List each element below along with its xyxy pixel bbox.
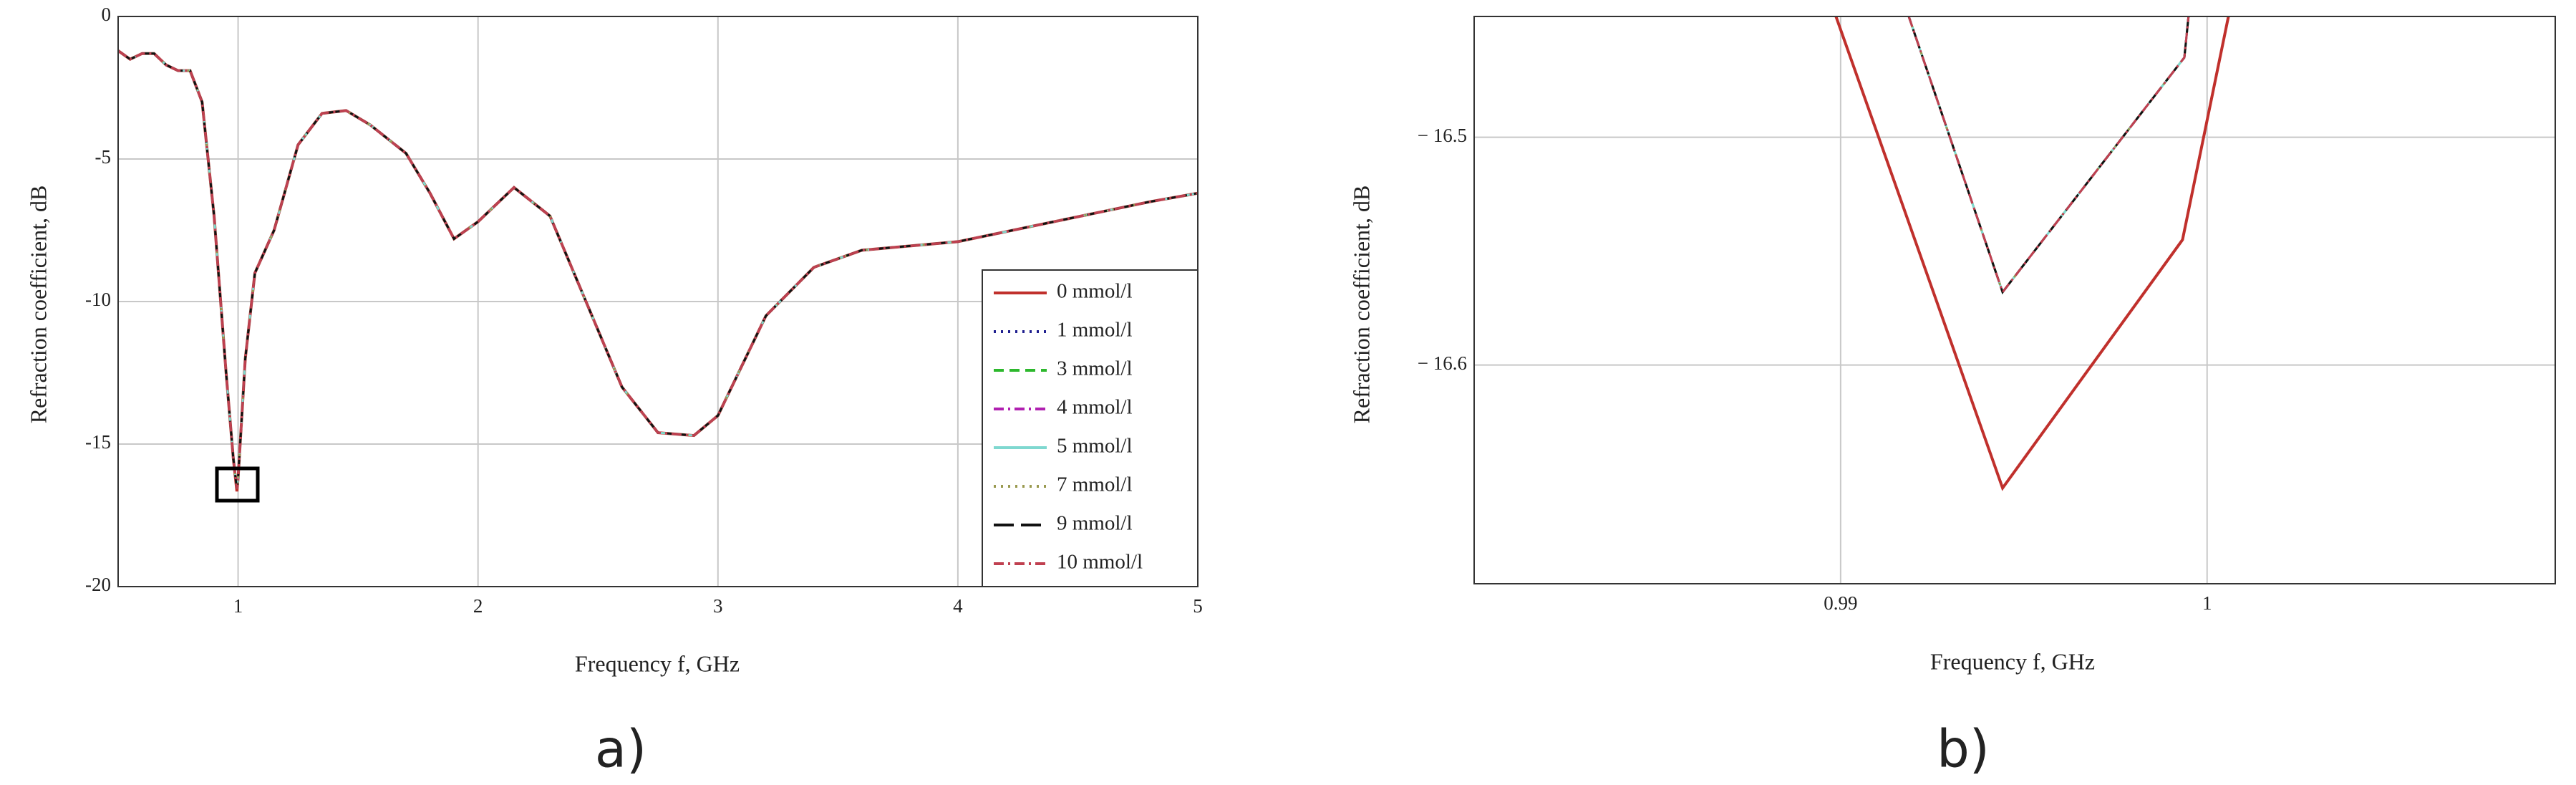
legend-label: 7 mmol/l <box>1057 473 1133 496</box>
y-tick-label: -10 <box>85 289 111 310</box>
series-group <box>118 49 1198 492</box>
zoom-box <box>215 466 260 503</box>
y-tick-label: − 16.5 <box>1418 125 1467 146</box>
caption: a) <box>595 719 647 779</box>
x-tick-label: 2 <box>473 595 483 617</box>
line <box>1907 16 2190 294</box>
x-tick-label: 0.99 <box>1824 592 1857 614</box>
legend-label: 10 mmol/l <box>1057 551 1143 574</box>
x-tick-label: 4 <box>953 595 963 617</box>
caption: b) <box>1937 719 1990 779</box>
y-tick-label: -5 <box>95 146 112 168</box>
x-tick-label: 1 <box>233 595 243 617</box>
y-axis-label: Refraction coefficient, dB <box>25 186 51 424</box>
legend-label: 9 mmol/l <box>1057 512 1133 535</box>
plot-frame <box>1473 16 2556 584</box>
legend-label: 5 mmol/l <box>1057 435 1133 458</box>
x-tick-label: 5 <box>1193 595 1203 617</box>
x-axis-label: Frequency f, GHz <box>1930 648 2095 674</box>
x-tick-label: 3 <box>713 595 723 617</box>
y-tick-label: − 16.6 <box>1418 352 1467 374</box>
plot-area <box>1474 16 2555 584</box>
legend-label: 0 mmol/l <box>1057 280 1133 303</box>
y-tick-label: -20 <box>85 574 111 595</box>
y-axis-label: Refraction coefficient, dB <box>1348 186 1374 424</box>
y-tick-label: -15 <box>85 431 111 453</box>
legend-label: 1 mmol/l <box>1057 319 1133 342</box>
legend-box <box>982 269 1199 587</box>
legend-label: 3 mmol/l <box>1057 357 1133 380</box>
series-group <box>1834 16 2230 491</box>
x-tick-label: 1 <box>2202 592 2212 614</box>
legend-label: 4 mmol/l <box>1057 396 1133 419</box>
x-axis-label: Frequency f, GHz <box>575 650 740 676</box>
y-tick-label: 0 <box>102 4 112 25</box>
line <box>1834 16 2230 491</box>
line <box>118 49 1198 490</box>
